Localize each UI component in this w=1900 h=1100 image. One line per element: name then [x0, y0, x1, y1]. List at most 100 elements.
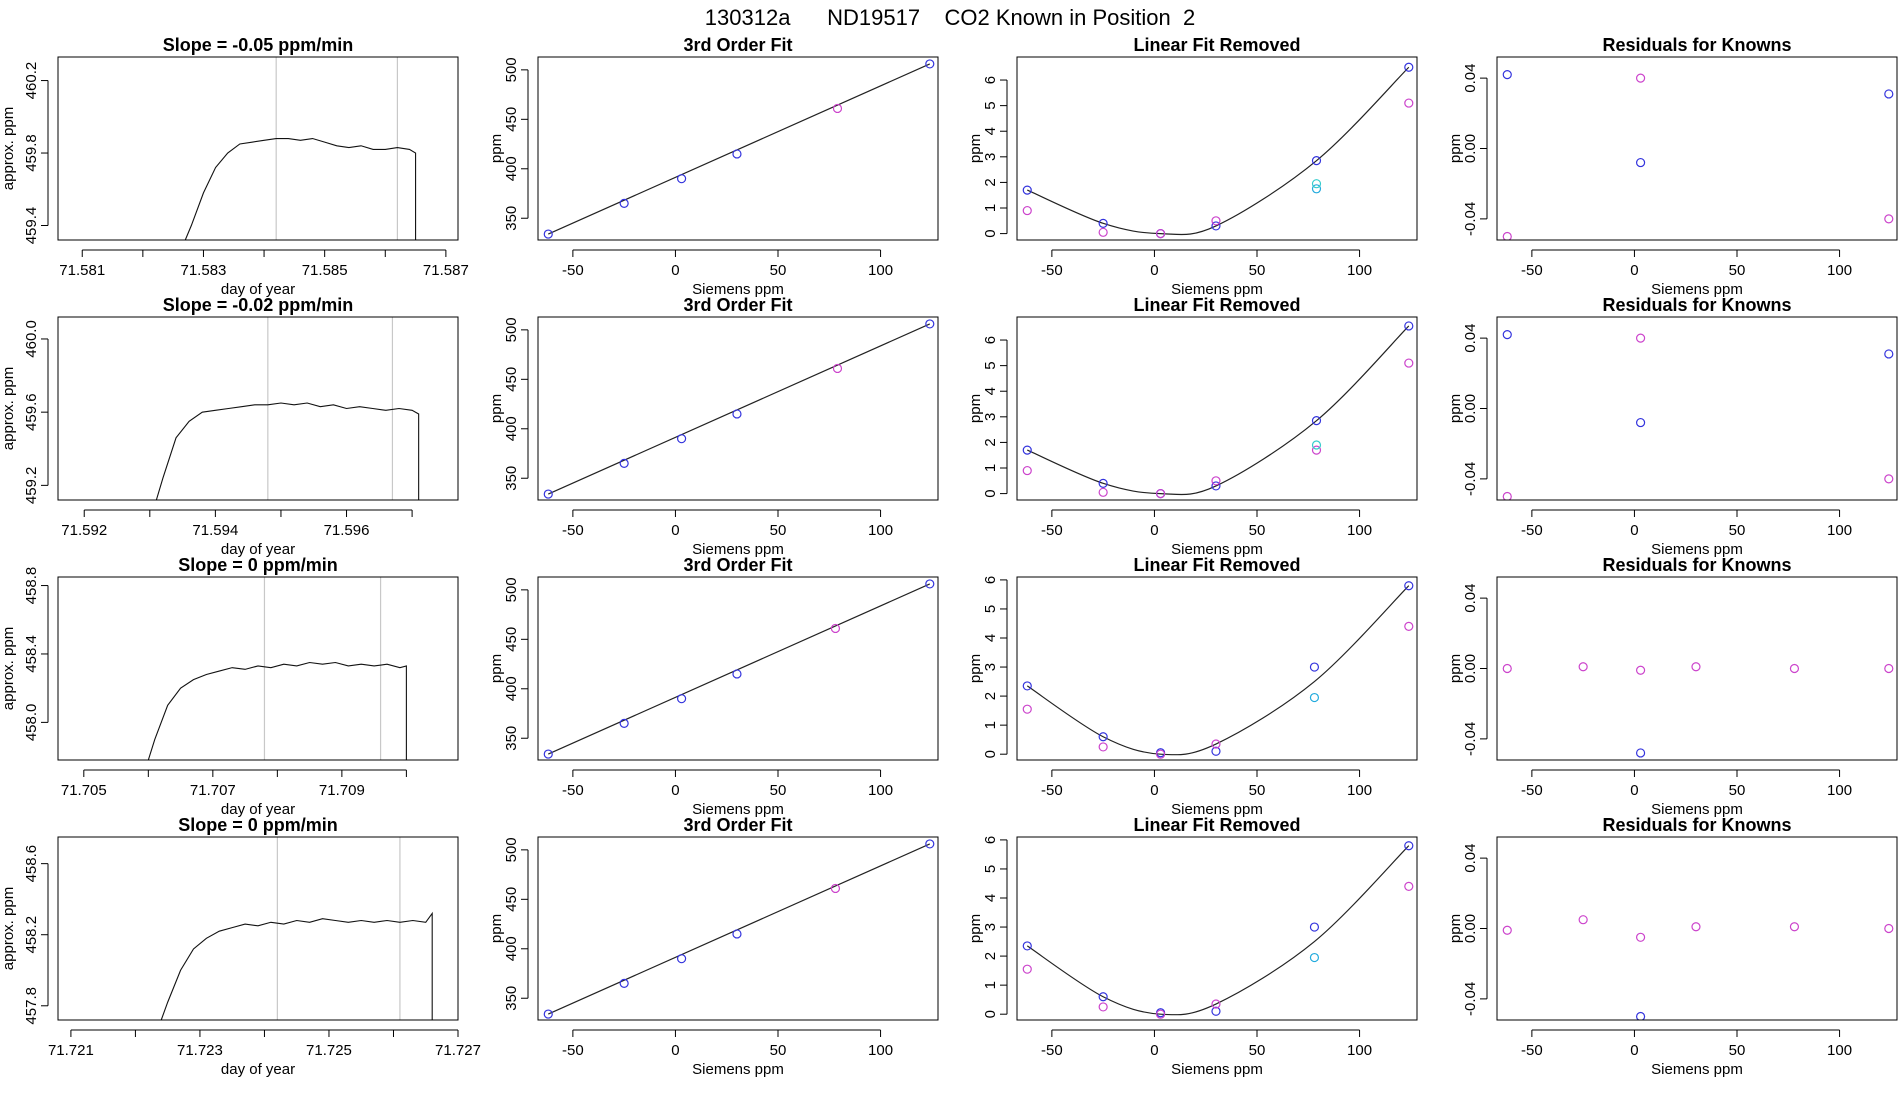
- y-tick-label: -0.04: [1462, 202, 1479, 236]
- y-axis-label: approx. ppm: [0, 627, 17, 710]
- data-point: [732, 149, 742, 159]
- fit-line: [548, 323, 931, 495]
- y-tick-label: 4: [982, 127, 999, 135]
- plot-data: [543, 579, 935, 759]
- x-tick-label: 71.725: [306, 1042, 352, 1059]
- x-axis-label: day of year: [221, 281, 295, 298]
- plot-data: [543, 59, 935, 239]
- plot-data: [1502, 69, 1894, 240]
- data-point: [1404, 358, 1414, 368]
- x-tick-label: 71.592: [61, 522, 107, 539]
- plot-frame: [57, 836, 459, 1021]
- x-axis-label: Siemens ppm: [1651, 281, 1743, 298]
- x-tick-label: 71.581: [59, 262, 105, 279]
- y-tick-label: 0.04: [1462, 324, 1479, 353]
- data-point: [1098, 218, 1108, 228]
- data-point: [1635, 417, 1646, 428]
- data-point: [1502, 329, 1512, 340]
- plot-data: [1022, 581, 1414, 759]
- x-tick-label: 50: [770, 522, 787, 539]
- data-point: [1404, 62, 1414, 72]
- data-point: [1502, 69, 1512, 80]
- data-point: [543, 749, 553, 759]
- panel-r1-c4: Residuals for Knowns -50 0 50 100 Siemens ppm…: [1447, 35, 1898, 298]
- data-point: [619, 978, 629, 989]
- data-point: [925, 839, 935, 849]
- x-tick-label: -50: [1521, 782, 1543, 799]
- y-tick-label: 500: [503, 317, 520, 342]
- data-point: [1404, 621, 1414, 631]
- x-tick-label: 0: [1630, 522, 1638, 539]
- y-tick-label: 6: [982, 576, 999, 584]
- x-tick-label: 50: [1729, 262, 1746, 279]
- y-axis-label: ppm: [967, 134, 984, 163]
- x-tick-label: 0: [671, 522, 679, 539]
- x-axis-label: day of year: [221, 541, 295, 558]
- fit-line: [548, 583, 931, 755]
- x-axis-label: Siemens ppm: [692, 801, 784, 818]
- fit-curve: [1026, 845, 1410, 1016]
- y-tick-label: 0.04: [1462, 584, 1479, 613]
- y-tick-label: -0.04: [1462, 722, 1479, 756]
- y-tick-label: 5: [982, 101, 999, 109]
- x-tick-label: 50: [770, 262, 787, 279]
- y-tick-label: 4: [982, 894, 999, 902]
- y-tick-label: 0: [982, 229, 999, 237]
- panel-title: 3rd Order Fit: [683, 815, 792, 835]
- x-axis-label: day of year: [221, 1061, 295, 1078]
- y-tick-label: 459.8: [23, 134, 40, 172]
- y-tick-label: 450: [503, 367, 520, 392]
- data-point: [1884, 663, 1894, 674]
- data-point: [676, 174, 687, 184]
- y-tick-label: 5: [982, 361, 999, 369]
- y-tick-label: 0.00: [1462, 654, 1479, 683]
- data-point: [1211, 746, 1221, 756]
- x-tick-label: 50: [1249, 1042, 1266, 1059]
- data-point: [1098, 992, 1108, 1002]
- data-point: [1404, 581, 1414, 591]
- y-tick-label: 0.04: [1462, 64, 1479, 93]
- y-tick-label: 0.04: [1462, 844, 1479, 873]
- panel-title: Linear Fit Removed: [1133, 555, 1300, 575]
- y-tick-label: 1: [982, 721, 999, 729]
- plot-frame: [57, 56, 459, 241]
- data-point: [676, 954, 687, 964]
- y-tick-label: 450: [503, 887, 520, 912]
- x-tick-label: 50: [770, 1042, 787, 1059]
- data-point: [1022, 445, 1032, 455]
- y-tick-label: 350: [503, 726, 520, 751]
- y-tick-label: 6: [982, 336, 999, 344]
- data-point: [732, 409, 742, 419]
- y-tick-label: 1: [982, 204, 999, 212]
- x-tick-label: 71.721: [48, 1042, 94, 1059]
- data-point: [1311, 156, 1322, 166]
- ppm-trace-line: [184, 137, 417, 240]
- fit-curve: [1026, 585, 1410, 756]
- y-tick-label: 457.8: [23, 987, 40, 1025]
- panel-title: 3rd Order Fit: [683, 295, 792, 315]
- data-point: [1022, 964, 1032, 974]
- panel-title: Slope = -0.02 ppm/min: [163, 295, 354, 315]
- data-point: [1211, 216, 1221, 226]
- plot-data: [543, 319, 935, 499]
- data-point: [543, 229, 553, 239]
- data-point: [1211, 476, 1221, 486]
- data-point: [732, 929, 742, 939]
- y-tick-label: -0.04: [1462, 982, 1479, 1016]
- data-point: [1022, 941, 1032, 951]
- data-point: [1884, 214, 1894, 224]
- panel-title: Linear Fit Removed: [1133, 295, 1300, 315]
- fit-curve: [1027, 325, 1410, 496]
- panel-title: Residuals for Knowns: [1602, 555, 1791, 575]
- y-tick-label: 460.2: [23, 62, 40, 100]
- y-tick-label: 459.2: [23, 467, 40, 505]
- y-axis-label: ppm: [967, 654, 984, 683]
- panel-title: 3rd Order Fit: [683, 555, 792, 575]
- panel-title: Slope = 0 ppm/min: [178, 555, 338, 575]
- plot-data: [543, 839, 935, 1019]
- y-axis-label: approx. ppm: [0, 367, 17, 450]
- plot-data: [147, 577, 407, 760]
- data-point: [676, 434, 687, 444]
- y-axis-label: ppm: [488, 394, 505, 423]
- y-tick-label: 450: [503, 627, 520, 652]
